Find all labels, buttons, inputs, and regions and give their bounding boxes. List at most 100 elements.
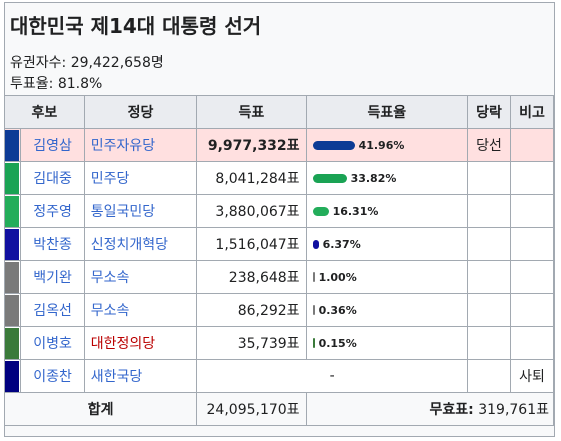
candidate-row: 김대중 민주당 8,041,284표 33.82% (3, 161, 554, 195)
party-name-link[interactable]: 무소속 (83, 260, 198, 294)
party-color-block (5, 360, 19, 392)
party-color-swatch (3, 359, 22, 393)
results-table: 후보 정당 득표 득표율 당락 비고 김영삼 민주자유당 9,977,332표 41.… (3, 95, 555, 426)
party-color-swatch (3, 128, 22, 162)
electorate-value: 29,422,658명 (70, 55, 164, 71)
header-note: 비고 (510, 95, 554, 129)
share-cell: 33.82% (305, 161, 469, 195)
party-name-link[interactable]: 무소속 (83, 293, 198, 327)
elected-cell (467, 359, 511, 393)
share-text: - (196, 359, 469, 393)
party-name-link[interactable]: 새한국당 (83, 359, 198, 393)
share-bar-wrap: 41.96% (312, 130, 464, 161)
share-bar-wrap: 16.31% (312, 196, 464, 227)
votes-cell: 8,041,284표 (196, 161, 307, 195)
share-bar (312, 272, 315, 282)
elected-cell (467, 194, 511, 228)
candidate-row: 이병호 대한정의당 35,739표 0.15% (3, 326, 554, 360)
votes-cell: 9,977,332표 (196, 128, 307, 162)
candidate-name-link[interactable]: 김옥선 (20, 293, 85, 327)
candidate-name-link[interactable]: 이종찬 (20, 359, 85, 393)
party-color-block (5, 294, 19, 326)
party-name-link[interactable]: 통일국민당 (83, 194, 198, 228)
votes-cell: 3,880,067표 (196, 194, 307, 228)
note-cell: 사퇴 (510, 359, 554, 393)
party-color-swatch (3, 194, 22, 228)
share-text: 1.00% (318, 270, 357, 284)
invalid-votes: 무효표: 319,761표 (305, 392, 555, 426)
header-candidate: 후보 (4, 95, 85, 129)
party-color-block (5, 228, 19, 260)
elected-cell (467, 227, 511, 261)
note-cell (510, 326, 554, 360)
candidate-row: 이종찬 새한국당 - 사퇴 (3, 359, 554, 393)
total-row: 합계 24,095,170표 무효표: 319,761표 (3, 392, 555, 426)
party-name-link[interactable]: 민주당 (83, 161, 198, 195)
party-color-swatch (3, 161, 22, 195)
share-cell: 16.31% (305, 194, 469, 228)
share-text: 0.15% (318, 336, 357, 350)
party-color-block (5, 195, 19, 227)
share-bar-wrap: 1.00% (312, 262, 464, 293)
share-bar-wrap: 0.15% (312, 328, 464, 359)
share-bar-wrap: 0.36% (312, 295, 464, 326)
note-cell (510, 227, 554, 261)
candidate-name-link[interactable]: 김영삼 (20, 128, 85, 162)
party-color-swatch (3, 227, 22, 261)
share-bar-wrap: 6.37% (312, 229, 464, 260)
share-cell: 6.37% (305, 227, 469, 261)
header-share: 득표율 (305, 95, 469, 129)
party-name-link[interactable]: 신정치개혁당 (83, 227, 198, 261)
party-color-block (5, 129, 19, 161)
share-cell: 0.36% (305, 293, 469, 327)
page-title: 대한민국 제14대 대통령 선거 (10, 14, 262, 38)
note-cell (510, 161, 554, 195)
share-bar (312, 206, 329, 216)
total-label: 합계 (3, 392, 198, 426)
share-bar (312, 173, 347, 183)
note-cell (510, 260, 554, 294)
total-votes: 24,095,170표 (196, 392, 307, 426)
share-bar (312, 305, 315, 315)
party-name-link[interactable]: 대한정의당 (83, 326, 198, 360)
invalid-label: 무효표: (429, 402, 474, 418)
candidate-row: 김영삼 민주자유당 9,977,332표 41.96% 당선 (3, 128, 554, 162)
note-cell (510, 293, 554, 327)
share-bar (312, 140, 355, 150)
party-color-block (5, 327, 19, 359)
votes-cell: 238,648표 (196, 260, 307, 294)
votes-cell: 1,516,047표 (196, 227, 307, 261)
turnout-value: 81.8% (57, 76, 103, 92)
electorate-label: 유권자수: (10, 55, 67, 71)
note-cell (510, 194, 554, 228)
header-votes: 득표 (196, 95, 307, 129)
share-text: 0.36% (318, 303, 357, 317)
turnout-line: 투표율: 81.8% (10, 73, 102, 93)
votes-cell: 35,739표 (196, 326, 307, 360)
invalid-value: 319,761표 (478, 402, 549, 418)
candidate-row: 김옥선 무소속 86,292표 0.36% (3, 293, 554, 327)
share-text: 16.31% (332, 204, 379, 218)
header-elected: 당락 (467, 95, 511, 129)
candidate-name-link[interactable]: 박찬종 (20, 227, 85, 261)
candidate-row: 정주영 통일국민당 3,880,067표 16.31% (3, 194, 554, 228)
share-cell: 1.00% (305, 260, 469, 294)
candidate-name-link[interactable]: 김대중 (20, 161, 85, 195)
candidate-name-link[interactable]: 이병호 (20, 326, 85, 360)
party-color-block (5, 162, 19, 194)
candidate-name-link[interactable]: 백기완 (20, 260, 85, 294)
candidate-row: 백기완 무소속 238,648표 1.00% (3, 260, 554, 294)
share-text: 41.96% (358, 138, 405, 152)
note-cell (510, 128, 554, 162)
share-bar-wrap: 33.82% (312, 163, 464, 194)
share-text: 33.82% (350, 171, 397, 185)
share-cell: 41.96% (305, 128, 469, 162)
party-color-swatch (3, 326, 22, 360)
party-name-link[interactable]: 민주자유당 (83, 128, 198, 162)
candidate-row: 박찬종 신정치개혁당 1,516,047표 6.37% (3, 227, 554, 261)
party-color-block (5, 261, 19, 293)
candidate-name-link[interactable]: 정주영 (20, 194, 85, 228)
elected-cell (467, 260, 511, 294)
votes-cell: 86,292표 (196, 293, 307, 327)
share-cell: 0.15% (305, 326, 469, 360)
